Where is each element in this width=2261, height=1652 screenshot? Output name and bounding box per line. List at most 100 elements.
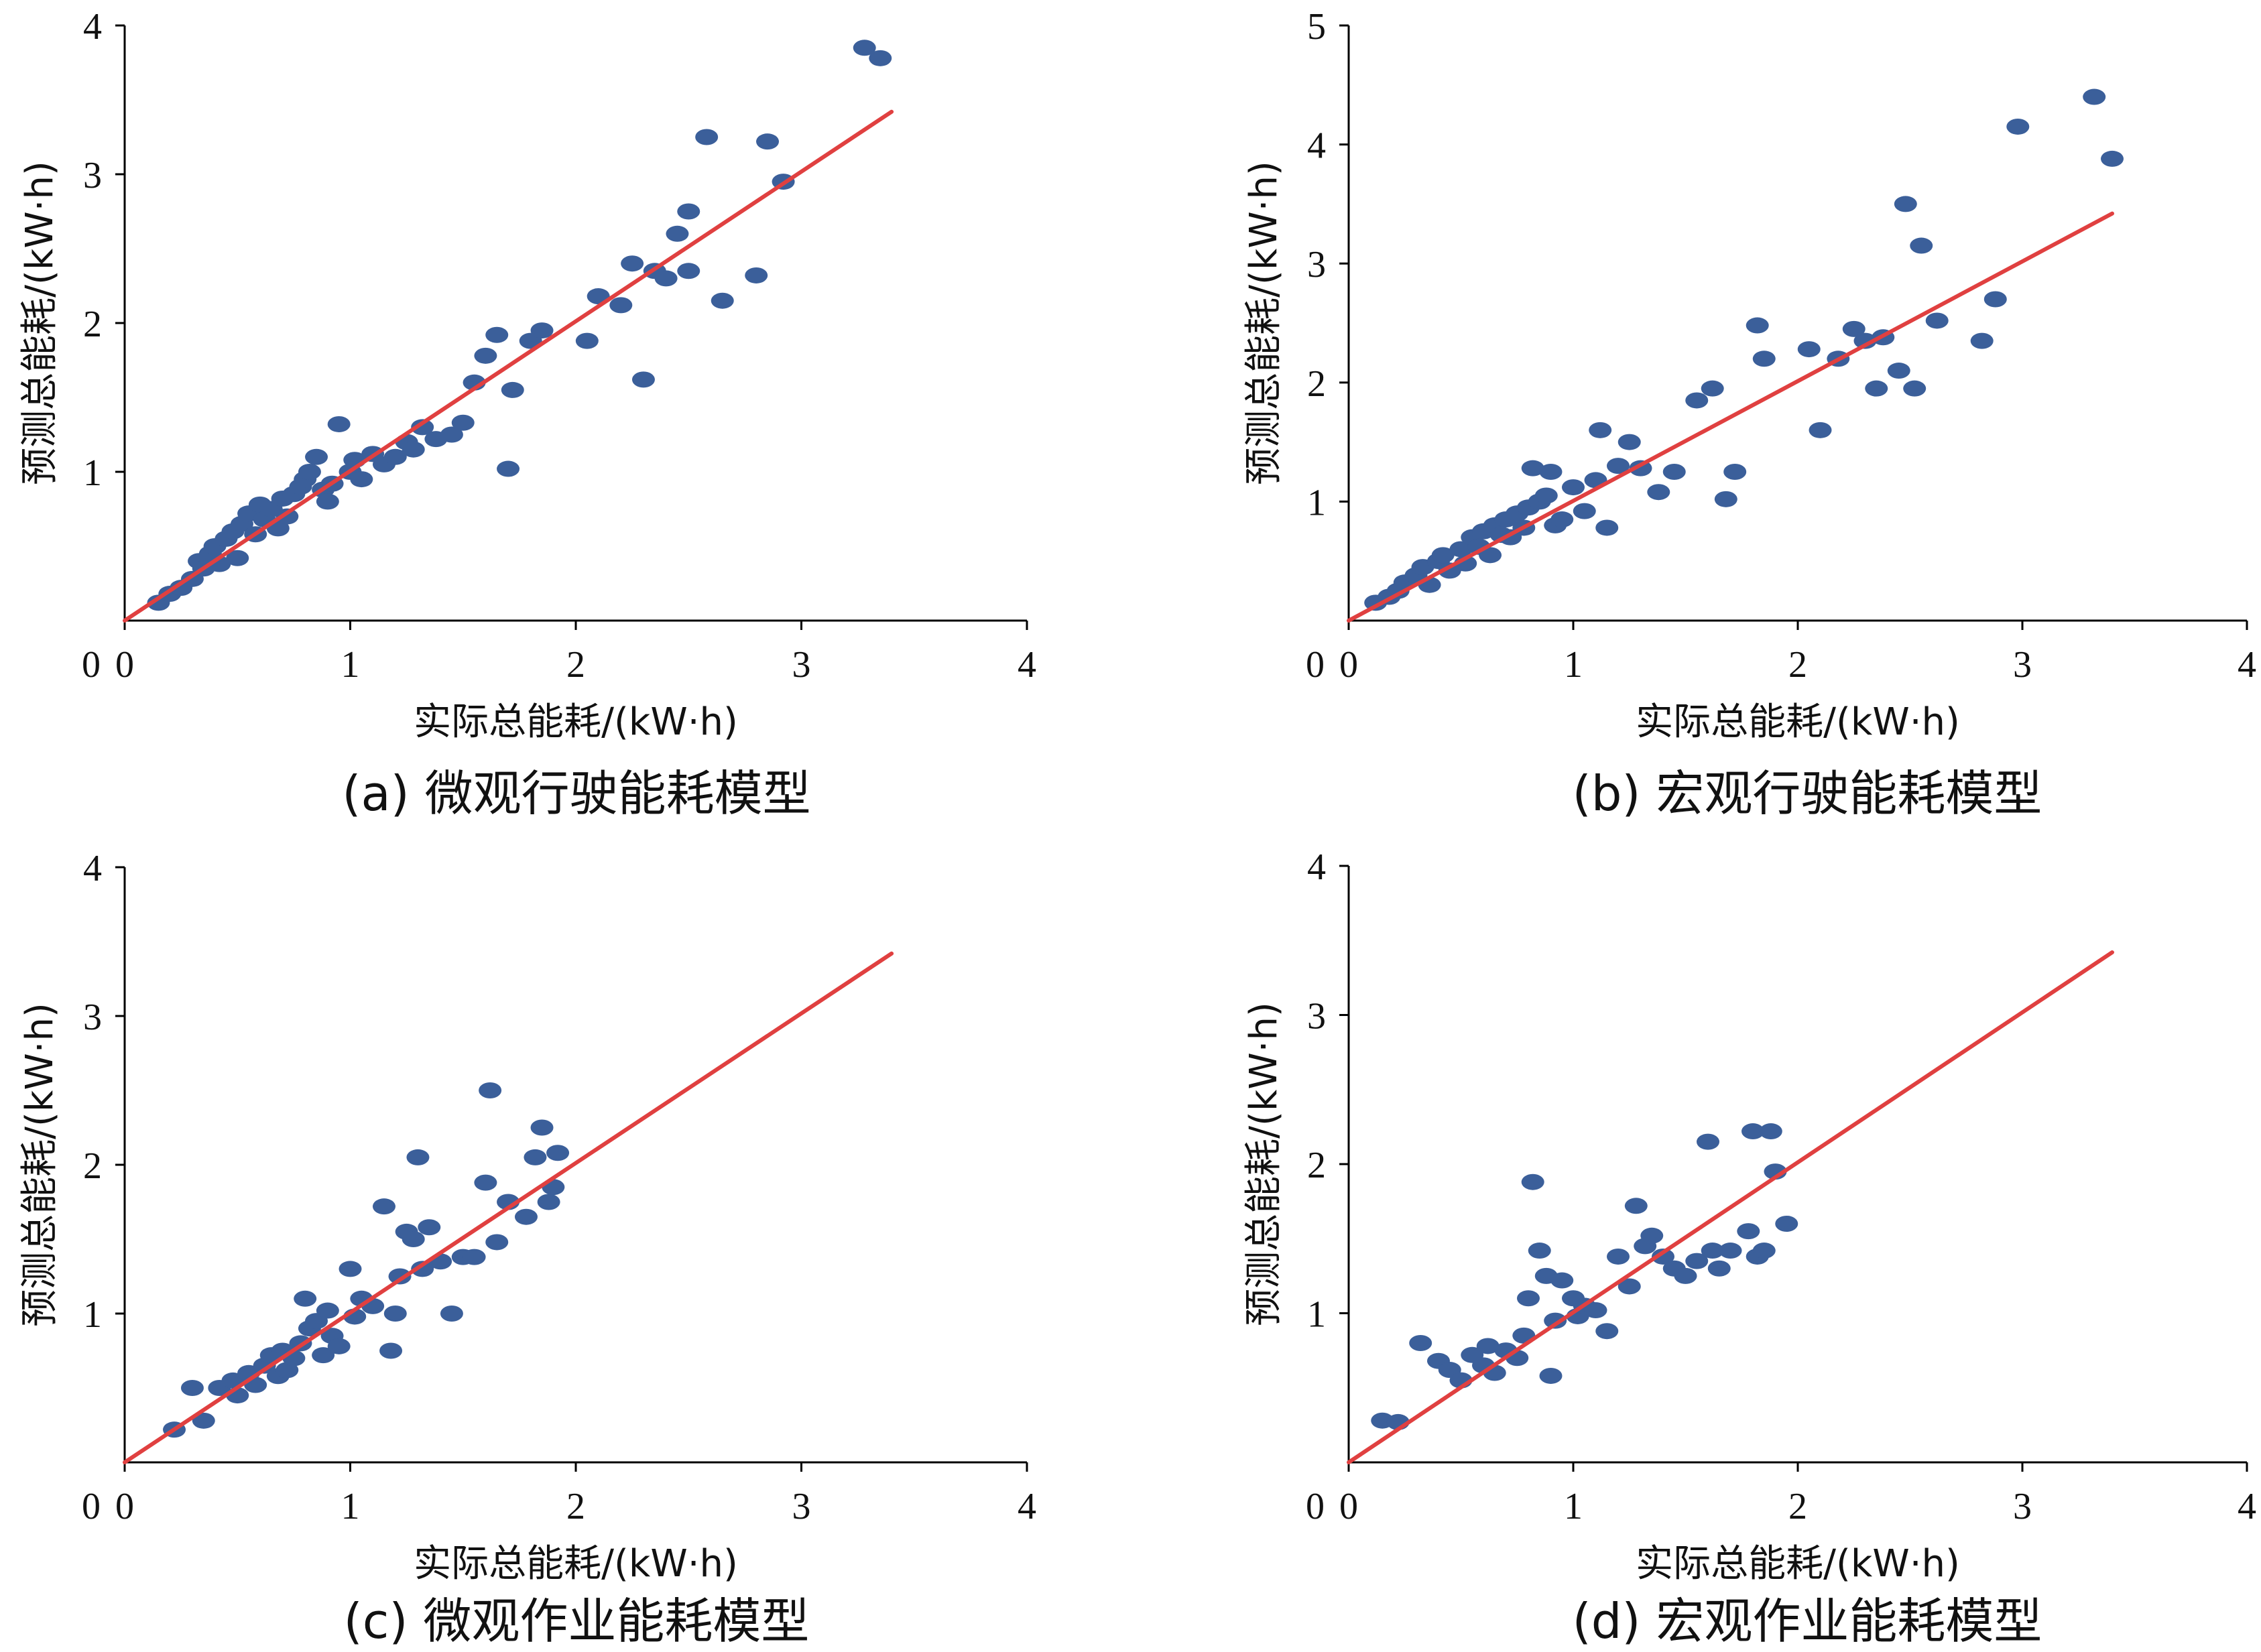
- data-point: [1589, 422, 1612, 438]
- data-point: [1550, 1272, 1574, 1289]
- data-point: [501, 381, 524, 398]
- data-point: [1562, 479, 1585, 496]
- x-tick-label: 2: [1788, 1486, 1807, 1527]
- data-point: [361, 1297, 385, 1314]
- caption-d: (d) 宏观作业能耗模型: [1572, 1593, 2042, 1649]
- y-tick-label: 2: [83, 304, 102, 345]
- data-point: [1910, 237, 1933, 254]
- x-tick-label: 3: [2013, 1486, 2032, 1527]
- data-point: [745, 267, 768, 283]
- data-point: [1797, 341, 1821, 358]
- data-point: [294, 1290, 317, 1307]
- data-point: [1737, 1223, 1760, 1240]
- data-point: [485, 1234, 509, 1251]
- y-tick-label: 2: [83, 1145, 102, 1187]
- y-tick-label: 3: [83, 997, 102, 1038]
- data-point: [1479, 547, 1502, 564]
- x-tick-label: 0: [115, 644, 134, 686]
- data-point: [1809, 422, 1832, 438]
- data-point: [1595, 1323, 1619, 1340]
- data-point: [2006, 118, 2030, 135]
- data-point: [1894, 196, 1917, 212]
- data-point: [853, 40, 876, 56]
- origin-label: 0: [1306, 1486, 1325, 1527]
- y-tick-label: 3: [83, 155, 102, 196]
- y-tick-label: 4: [83, 6, 102, 48]
- caption-a: (a) 微观行驶能耗模型: [342, 765, 811, 822]
- x-tick-label: 1: [341, 1486, 360, 1527]
- x-axis-title: 实际总能耗/(kW·h): [1636, 700, 1960, 744]
- data-point: [524, 1149, 547, 1165]
- data-point: [530, 322, 554, 339]
- data-point: [711, 292, 734, 309]
- y-tick-label: 4: [83, 848, 102, 889]
- data-point: [1741, 1123, 1764, 1140]
- data-point: [1714, 491, 1737, 507]
- data-point: [1970, 332, 1994, 349]
- data-point: [418, 1219, 441, 1236]
- data-point: [1584, 1302, 1607, 1319]
- data-point: [411, 1261, 434, 1277]
- data-point: [575, 332, 599, 349]
- y-tick-label: 1: [83, 1294, 102, 1336]
- data-point: [2083, 88, 2106, 105]
- data-point: [621, 255, 644, 272]
- fit-line: [123, 109, 894, 623]
- scatter-plot-a: 0 1 2 3 4 1 2 3 4 0 实际总能耗/(kW·h) 预测总能耗/(kW·h): [18, 6, 1036, 744]
- data-point: [440, 1306, 463, 1322]
- data-point: [411, 419, 434, 436]
- data-point: [180, 1380, 204, 1396]
- data-point: [1685, 1253, 1709, 1269]
- scatter-plot-c: 0 1 2 3 4 1 2 3 4 0 实际总能耗/(kW·h) 预测总能耗/(kW·h): [18, 848, 1036, 1586]
- fit-line: [1347, 950, 2114, 1464]
- data-point: [474, 1174, 497, 1191]
- data-point: [1544, 1312, 1567, 1329]
- panel-a: 0 1 2 3 4 1 2 3 4 0 实际总能耗/(kW·h) 预测总能耗/(kW·h) (a) 微…: [0, 0, 1130, 822]
- caption-b: (b) 宏观行驶能耗模型: [1572, 765, 2042, 822]
- data-point: [305, 448, 328, 465]
- data-point: [1640, 1227, 1664, 1244]
- data-point: [2101, 150, 2124, 167]
- data-point: [350, 471, 373, 488]
- data-point: [388, 1268, 412, 1285]
- y-axis-title: 预测总能耗/(kW·h): [1242, 1002, 1286, 1326]
- x-tick-label: 2: [1788, 644, 1807, 686]
- data-point: [463, 1249, 486, 1265]
- data-point: [276, 508, 299, 525]
- x-tick-label: 0: [1339, 644, 1358, 686]
- y-tick-label: 3: [1307, 244, 1326, 285]
- y-tick-label: 1: [83, 452, 102, 494]
- data-point: [1701, 1243, 1724, 1259]
- data-point: [1617, 1278, 1641, 1295]
- y-tick-label: 4: [1307, 125, 1326, 167]
- data-point: [1903, 380, 1927, 397]
- data-point: [316, 1302, 339, 1319]
- data-point: [327, 416, 351, 432]
- data-point: [451, 414, 475, 431]
- y-tick-label: 5: [1307, 6, 1326, 48]
- data-point: [282, 1350, 306, 1367]
- data-point: [485, 326, 509, 343]
- data-point: [1534, 487, 1558, 504]
- x-tick-label: 0: [1339, 1486, 1358, 1527]
- x-tick-label: 2: [566, 1486, 585, 1527]
- data-point: [1752, 1243, 1776, 1259]
- data-point: [1409, 1335, 1432, 1351]
- fit-line: [1347, 211, 2114, 623]
- panel-c: 0 1 2 3 4 1 2 3 4 0 实际总能耗/(kW·h) 预测总能耗/(kW·h) (c) 微…: [0, 838, 1130, 1649]
- x-tick-label: 3: [2013, 644, 2032, 686]
- data-point: [312, 1347, 335, 1364]
- x-axis-title: 实际总能耗/(kW·h): [1636, 1542, 1960, 1586]
- x-tick-label: 0: [115, 1486, 134, 1527]
- data-point: [1506, 1350, 1529, 1367]
- data-point: [1521, 460, 1544, 476]
- y-axis-title: 预测总能耗/(kW·h): [1242, 161, 1286, 485]
- data-point: [546, 1145, 570, 1161]
- data-point: [479, 1082, 502, 1098]
- data-point: [1617, 434, 1641, 450]
- y-tick-label: 4: [1307, 846, 1326, 888]
- x-axis-title: 实际总能耗/(kW·h): [414, 1542, 738, 1586]
- data-point: [1539, 464, 1563, 480]
- data-point: [1925, 312, 1949, 329]
- data-point: [1595, 519, 1619, 536]
